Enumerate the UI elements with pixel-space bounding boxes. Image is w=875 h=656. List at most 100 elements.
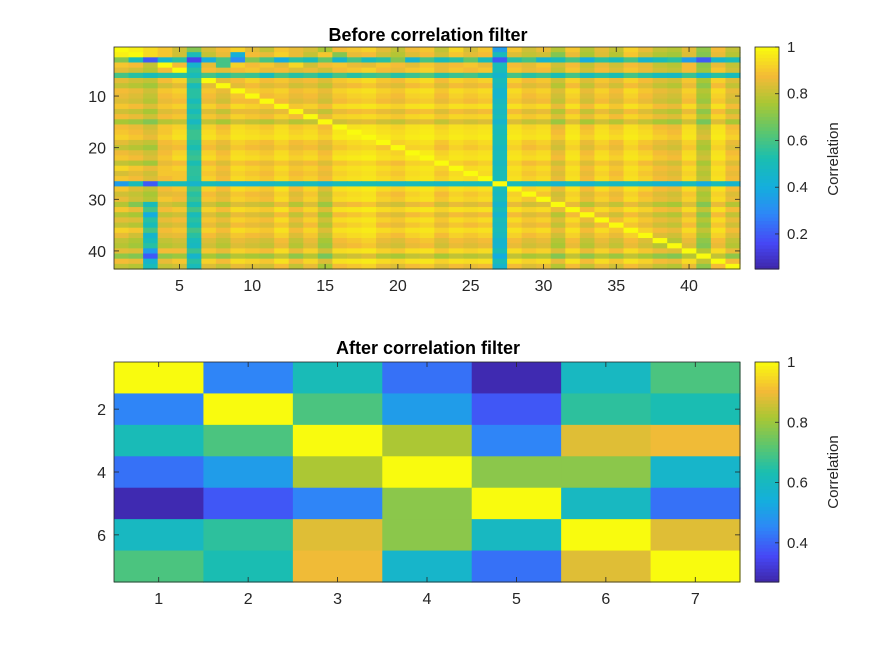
heatmap-cell bbox=[579, 145, 596, 151]
heatmap-cell bbox=[390, 103, 406, 110]
heatmap-cell bbox=[172, 170, 188, 177]
colorbar-segment bbox=[755, 64, 779, 69]
heatmap-cell bbox=[143, 181, 159, 187]
heatmap-cell bbox=[608, 207, 625, 213]
heatmap-cell bbox=[143, 47, 159, 53]
heatmap-cell bbox=[696, 72, 712, 79]
heatmap-cell bbox=[230, 170, 246, 177]
heatmap-cell bbox=[259, 170, 275, 177]
heatmap-cell bbox=[471, 393, 562, 426]
heatmap-cell bbox=[710, 114, 727, 120]
heatmap-cell bbox=[303, 72, 319, 79]
heatmap-cell bbox=[710, 212, 727, 218]
heatmap-cell bbox=[332, 243, 348, 249]
heatmap-cell bbox=[507, 150, 523, 157]
heatmap-cell bbox=[608, 176, 625, 182]
heatmap-cell bbox=[579, 243, 596, 249]
heatmap-cell bbox=[157, 207, 173, 213]
colorbar-segment bbox=[755, 182, 779, 187]
heatmap-cell bbox=[288, 57, 304, 64]
heatmap-cell bbox=[448, 165, 464, 172]
heatmap-cell bbox=[230, 155, 246, 162]
heatmap-cell bbox=[186, 77, 202, 84]
heatmap-cell bbox=[317, 145, 333, 151]
heatmap-cell bbox=[710, 145, 727, 151]
heatmap-cell bbox=[201, 52, 217, 58]
heatmap-cell bbox=[594, 155, 610, 162]
heatmap-cell bbox=[681, 67, 697, 74]
heatmap-cell bbox=[681, 83, 697, 89]
colorbar-segment bbox=[755, 554, 779, 559]
heatmap-cell bbox=[405, 196, 421, 203]
heatmap-cell bbox=[638, 227, 654, 234]
heatmap-cell bbox=[667, 191, 683, 198]
heatmap-cell bbox=[565, 248, 581, 255]
colorbar-segment bbox=[755, 57, 779, 62]
heatmap-cell bbox=[434, 134, 450, 141]
heatmap-cell bbox=[390, 83, 406, 89]
heatmap-cell bbox=[288, 191, 304, 198]
heatmap-cell bbox=[317, 253, 333, 260]
colorbar-segment bbox=[755, 199, 779, 204]
heatmap-cell bbox=[521, 263, 537, 270]
heatmap-cell bbox=[521, 145, 537, 151]
heatmap-cell bbox=[594, 93, 610, 100]
colorbar-segment bbox=[755, 389, 779, 394]
heatmap-cell bbox=[332, 191, 348, 198]
heatmap-cell bbox=[652, 124, 668, 131]
heatmap-cell bbox=[376, 263, 392, 270]
heatmap-cell bbox=[652, 160, 668, 167]
heatmap-cell bbox=[536, 176, 552, 182]
heatmap-cell bbox=[507, 114, 523, 120]
heatmap-cell bbox=[725, 248, 741, 255]
heatmap-cell bbox=[492, 57, 508, 64]
heatmap-cell bbox=[361, 222, 377, 229]
heatmap-cell bbox=[667, 129, 683, 136]
heatmap-cell bbox=[550, 98, 566, 105]
colorbar-segment bbox=[755, 192, 779, 197]
heatmap-cell bbox=[274, 176, 290, 182]
heatmap-cell bbox=[448, 227, 464, 234]
heatmap-cell bbox=[477, 57, 494, 64]
heatmap-cell bbox=[390, 150, 406, 157]
heatmap-cell bbox=[274, 186, 290, 193]
heatmap-cell bbox=[419, 160, 435, 167]
heatmap-cell bbox=[725, 207, 741, 213]
heatmap-cell bbox=[172, 227, 188, 234]
heatmap-cell bbox=[303, 248, 319, 255]
heatmap-cell bbox=[725, 238, 741, 244]
heatmap-cell bbox=[608, 186, 625, 193]
heatmap-cell bbox=[579, 67, 596, 74]
heatmap-cell bbox=[230, 119, 246, 126]
heatmap-cell bbox=[332, 47, 348, 53]
heatmap-cell bbox=[623, 77, 639, 84]
heatmap-cell bbox=[245, 186, 261, 193]
heatmap-cell bbox=[245, 124, 261, 131]
heatmap-cell bbox=[172, 253, 188, 260]
heatmap-cell bbox=[434, 57, 450, 64]
heatmap-cell bbox=[667, 207, 683, 213]
heatmap-cell bbox=[521, 238, 537, 244]
heatmap-cell bbox=[215, 83, 232, 89]
heatmap-cell bbox=[550, 160, 566, 167]
heatmap-cell bbox=[463, 217, 479, 224]
colorbar-label-after: Correlation bbox=[825, 435, 842, 508]
heatmap-cell bbox=[259, 108, 275, 115]
heatmap-cell bbox=[667, 258, 683, 265]
heatmap-cell bbox=[346, 201, 363, 208]
heatmap-cell bbox=[157, 165, 173, 172]
heatmap-cell bbox=[652, 243, 668, 249]
heatmap-cell bbox=[536, 212, 552, 218]
heatmap-cell bbox=[565, 201, 581, 208]
heatmap-cell bbox=[419, 139, 435, 146]
heatmap-cell bbox=[477, 222, 494, 229]
heatmap-cell bbox=[550, 108, 566, 115]
heatmap-cell bbox=[361, 212, 377, 218]
heatmap-cell bbox=[448, 263, 464, 270]
heatmap-cell bbox=[710, 196, 727, 203]
heatmap-cell bbox=[667, 181, 683, 187]
heatmap-cell bbox=[201, 119, 217, 126]
heatmap-cell bbox=[259, 88, 275, 95]
heatmap-cell bbox=[245, 114, 261, 120]
heatmap-cell bbox=[390, 217, 406, 224]
